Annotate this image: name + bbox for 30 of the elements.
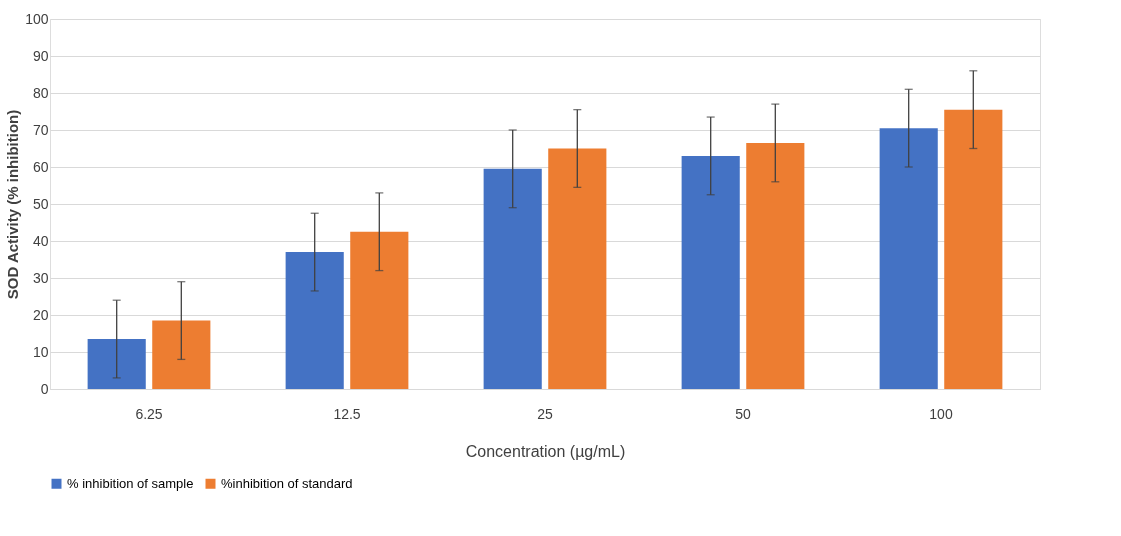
bar [746, 142, 805, 389]
bar [87, 339, 146, 389]
y-tick-label: 90 [32, 47, 49, 64]
bar [548, 148, 607, 389]
y-tick-label: 100 [25, 10, 49, 27]
x-tick-label: 6.25 [135, 405, 163, 422]
bar [944, 109, 1003, 389]
y-axis-title: SOD Activity (% inhibition) [4, 109, 22, 300]
y-tick-label: 60 [32, 158, 49, 175]
bar [350, 231, 409, 389]
y-tick-label: 20 [32, 306, 49, 323]
y-tick-label: 50 [32, 195, 49, 212]
y-tick-label: 30 [32, 269, 49, 286]
y-tick-label: 0 [40, 380, 49, 397]
y-tick-label: 10 [32, 343, 49, 360]
y-tick-label: 70 [32, 121, 49, 138]
x-tick-label: 12.5 [333, 405, 361, 422]
x-tick-label: 25 [537, 405, 553, 422]
x-axis-title: Concentration (µg/mL) [465, 442, 626, 460]
x-tick-label: 50 [735, 405, 751, 422]
x-tick-label: 100 [929, 405, 953, 422]
bar [681, 155, 740, 389]
legend-label: % inhibition of sample [67, 475, 194, 491]
bar [483, 168, 542, 389]
y-tick-label: 40 [32, 232, 49, 249]
bar [152, 320, 211, 389]
y-tick-label: 80 [32, 84, 49, 101]
bar [879, 128, 938, 389]
bar [285, 252, 344, 389]
legend-label: %inhibition of standard [221, 475, 353, 491]
